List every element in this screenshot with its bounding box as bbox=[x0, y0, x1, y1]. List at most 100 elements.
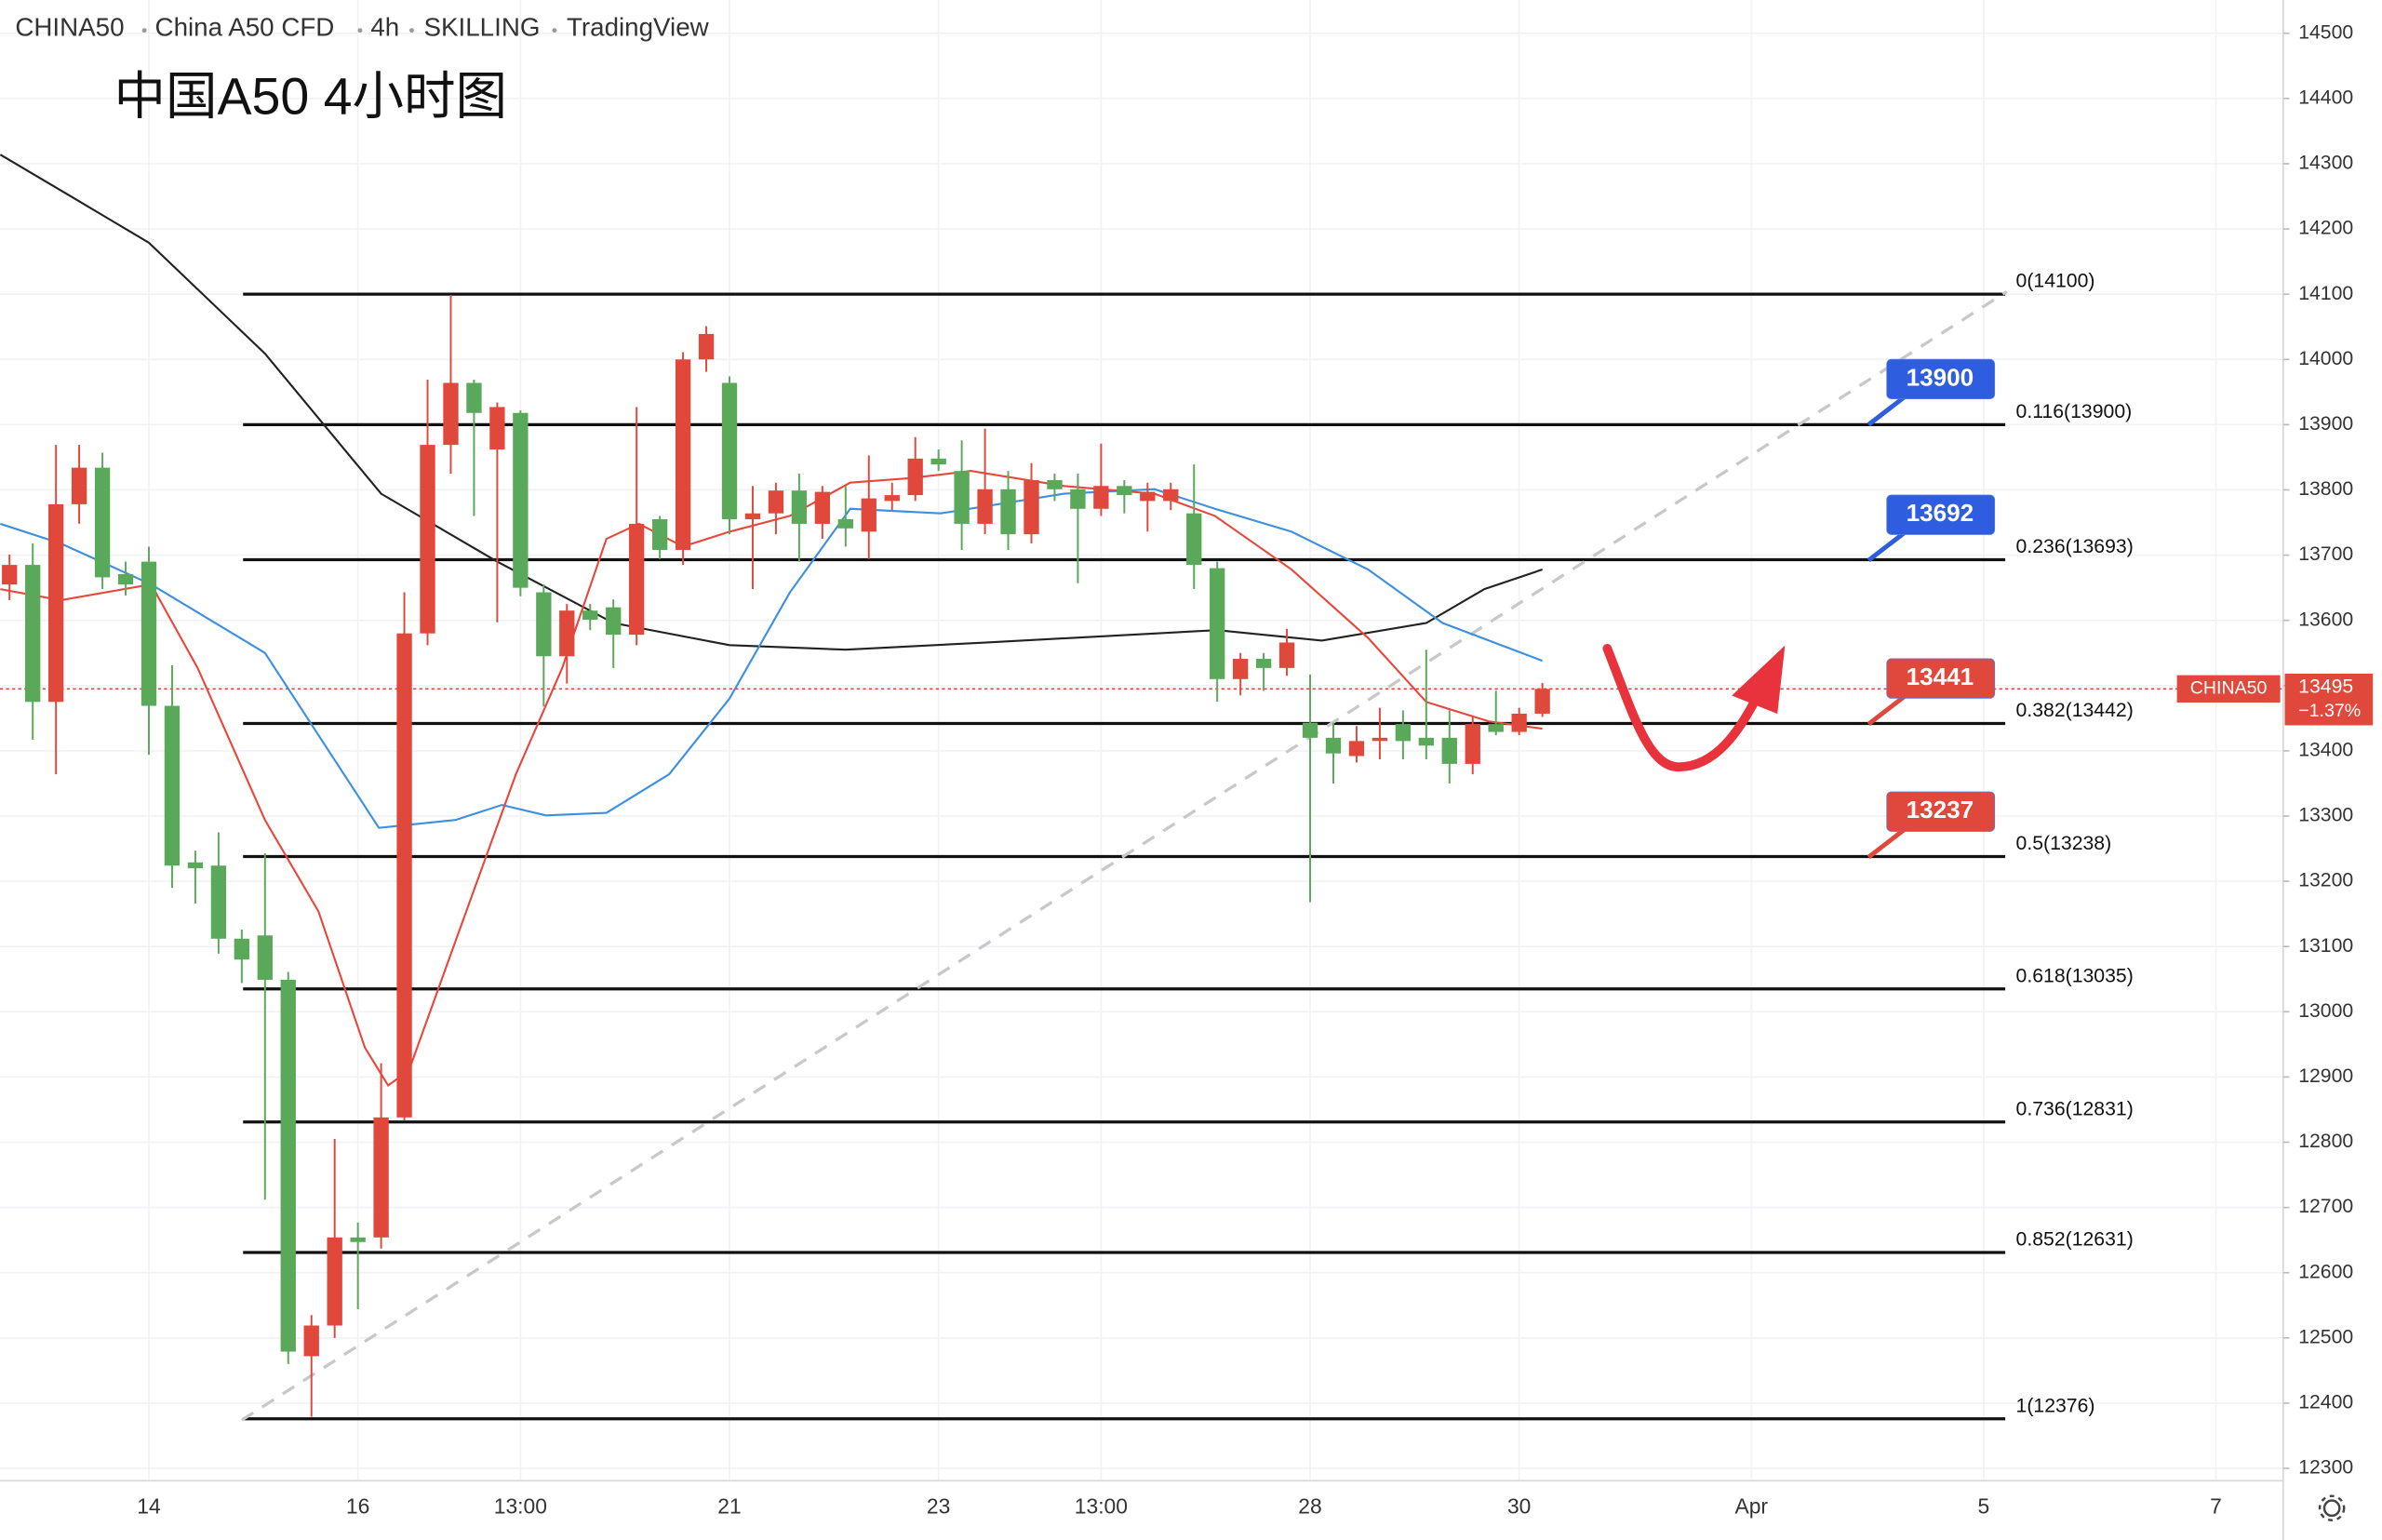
candle-body bbox=[1047, 479, 1063, 489]
candle-body bbox=[373, 1117, 389, 1238]
candle-body bbox=[1325, 737, 1342, 754]
fib-label: 0.382(13442) bbox=[2016, 700, 2134, 721]
x-tick-label: 23 bbox=[927, 1494, 950, 1519]
y-tick-label: 13200 bbox=[2298, 870, 2353, 891]
price-tag-box bbox=[1886, 658, 1996, 699]
candle-body bbox=[1372, 737, 1388, 742]
fib-label: 0.736(12831) bbox=[2016, 1098, 2134, 1119]
candle-body bbox=[25, 565, 41, 703]
candle-body bbox=[513, 412, 529, 588]
moving-average bbox=[0, 154, 1543, 651]
candle-body bbox=[651, 519, 668, 550]
candle-body bbox=[582, 610, 598, 620]
fib-label: 1(12376) bbox=[2016, 1395, 2095, 1416]
symbol-tag-box bbox=[2176, 675, 2281, 703]
candle-body bbox=[350, 1237, 366, 1242]
candle-body bbox=[930, 458, 946, 465]
y-tick-label: 12300 bbox=[2298, 1457, 2353, 1479]
price-tag-pointer bbox=[1867, 392, 1910, 427]
settings-icon[interactable] bbox=[2318, 1494, 2346, 1522]
candle-body bbox=[559, 610, 575, 657]
y-tick-label: 13900 bbox=[2298, 413, 2353, 435]
candle-body bbox=[1117, 486, 1132, 496]
candle-body bbox=[396, 633, 412, 1118]
price-tag-label: 13441 bbox=[1907, 663, 1974, 690]
candle-body bbox=[1140, 491, 1156, 502]
candle-body bbox=[814, 491, 831, 524]
fib-label: 0.5(13238) bbox=[2016, 833, 2112, 854]
y-tick-label: 12700 bbox=[2298, 1196, 2353, 1217]
settings-icon-teeth[interactable] bbox=[2318, 1494, 2346, 1522]
candle-body bbox=[606, 607, 622, 636]
price-tag-box bbox=[1886, 358, 1996, 400]
candle-body bbox=[466, 382, 482, 413]
candle-body bbox=[1348, 741, 1365, 757]
y-tick-label: 13100 bbox=[2298, 935, 2353, 957]
y-tick-label: 13800 bbox=[2298, 478, 2353, 500]
y-tick-label: 14500 bbox=[2298, 21, 2353, 43]
candle-body bbox=[698, 333, 715, 360]
candle-body bbox=[1070, 489, 1086, 509]
candle-body bbox=[791, 490, 808, 524]
candle-body bbox=[1278, 642, 1295, 668]
chart-title: 中国A50 4小时图 bbox=[114, 67, 507, 125]
plot-area: 0(14100) 0.116(13900) 0.236(13693) 0.382(13… bbox=[0, 154, 2283, 1422]
candle-body bbox=[744, 513, 761, 520]
candle-body bbox=[443, 382, 459, 446]
candle-body bbox=[629, 523, 645, 636]
x-tick-label: 13:00 bbox=[1075, 1494, 1128, 1519]
candle-body bbox=[1302, 722, 1318, 738]
candle-body bbox=[1465, 724, 1480, 764]
candle-body bbox=[280, 979, 296, 1352]
candle-body bbox=[1210, 568, 1225, 679]
price-change: −1.37% bbox=[2298, 701, 2361, 721]
x-tick-label: 16 bbox=[346, 1494, 369, 1519]
y-tick-label: 13300 bbox=[2298, 805, 2353, 826]
y-tick-label: 12500 bbox=[2298, 1326, 2353, 1347]
candle-body bbox=[1232, 659, 1249, 679]
y-tick-label: 12900 bbox=[2298, 1065, 2353, 1087]
candle-body bbox=[1488, 724, 1504, 732]
y-tick-label: 12600 bbox=[2298, 1261, 2353, 1282]
settings-icon-ring[interactable] bbox=[2322, 1499, 2341, 1518]
x-tick-label: 13:00 bbox=[494, 1494, 547, 1519]
price-tag-pointer bbox=[1867, 824, 1910, 860]
y-tick-label: 14000 bbox=[2298, 348, 2353, 369]
candle-body bbox=[1255, 659, 1272, 668]
x-tick-label: 30 bbox=[1507, 1494, 1531, 1519]
y-tick-label: 14400 bbox=[2298, 87, 2353, 108]
symbol-info: CHINA50 China A50 CFD 4h SKILLING Tradin… bbox=[15, 12, 709, 41]
candle-body bbox=[187, 862, 204, 869]
candle-body bbox=[489, 407, 505, 450]
candle-body bbox=[327, 1237, 342, 1326]
candle-body bbox=[1093, 486, 1109, 509]
y-tick-label: 13400 bbox=[2298, 740, 2353, 761]
y-tick-label: 14300 bbox=[2298, 153, 2353, 174]
price-tag-label: 13692 bbox=[1907, 499, 1974, 527]
fib-label: 0.852(12631) bbox=[2016, 1229, 2134, 1251]
candle-body bbox=[977, 489, 993, 524]
moving-average bbox=[0, 488, 1544, 829]
candle-body bbox=[721, 382, 738, 520]
price-tag-box bbox=[1886, 791, 1996, 832]
price-tag-pointer bbox=[1867, 528, 1910, 563]
candle-body bbox=[884, 495, 900, 502]
trendline bbox=[240, 289, 2008, 1422]
x-tick-label: 21 bbox=[717, 1494, 741, 1519]
candle-body bbox=[1024, 479, 1039, 535]
candle-body bbox=[141, 561, 157, 706]
x-tick-label: 28 bbox=[1298, 1494, 1321, 1519]
candle-body bbox=[1186, 513, 1202, 566]
candle-body bbox=[71, 467, 87, 504]
separator bbox=[552, 28, 557, 33]
candle-body bbox=[257, 935, 273, 980]
candle-body bbox=[94, 467, 111, 578]
x-tick-label: 14 bbox=[137, 1494, 161, 1519]
fib-label: 0.116(13900) bbox=[2016, 401, 2133, 422]
fib-label: 0.236(13693) bbox=[2016, 536, 2134, 557]
symbol: CHINA50 bbox=[15, 12, 124, 41]
x-tick-label: Apr bbox=[1734, 1494, 1768, 1519]
candle-body bbox=[675, 359, 691, 550]
candle-body bbox=[954, 471, 970, 524]
